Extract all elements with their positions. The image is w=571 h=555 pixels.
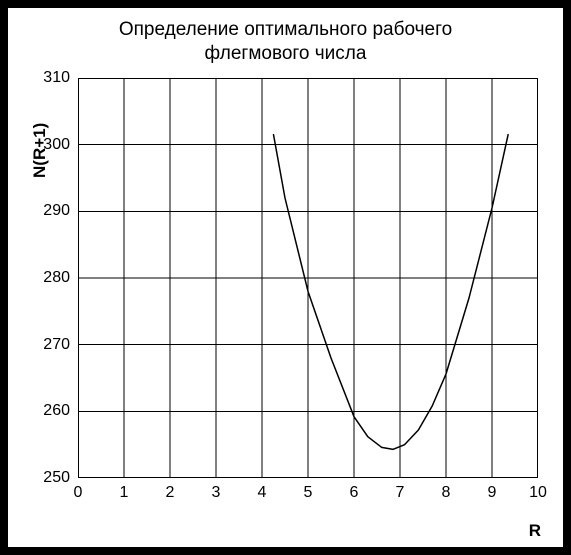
chart-title-line1: Определение оптимального рабочего <box>119 19 452 40</box>
x-axis-label: R <box>529 521 541 541</box>
x-tick-label: 3 <box>212 484 221 502</box>
x-tick-label: 2 <box>166 484 175 502</box>
chart-frame: Определение оптимального рабочего флегмо… <box>0 0 571 555</box>
x-tick-label: 9 <box>488 484 497 502</box>
y-tick-label: 280 <box>43 269 70 287</box>
chart-title-line2: флегмового числа <box>205 43 367 64</box>
y-tick-label: 290 <box>43 202 70 220</box>
x-tick-label: 8 <box>442 484 451 502</box>
y-tick-label: 270 <box>43 336 70 354</box>
plot-area: 250260270280290300310012345678910 <box>78 78 538 478</box>
x-tick-label: 4 <box>258 484 267 502</box>
x-tick-label: 1 <box>120 484 129 502</box>
chart-title: Определение оптимального рабочего флегмо… <box>8 18 563 66</box>
y-tick-label: 250 <box>43 469 70 487</box>
x-tick-label: 5 <box>304 484 313 502</box>
plot-svg <box>78 78 538 478</box>
y-tick-label: 300 <box>43 136 70 154</box>
y-tick-label: 310 <box>43 69 70 87</box>
x-tick-label: 0 <box>74 484 83 502</box>
x-tick-label: 6 <box>350 484 359 502</box>
x-tick-label: 7 <box>396 484 405 502</box>
x-tick-label: 10 <box>529 484 547 502</box>
y-tick-label: 260 <box>43 402 70 420</box>
